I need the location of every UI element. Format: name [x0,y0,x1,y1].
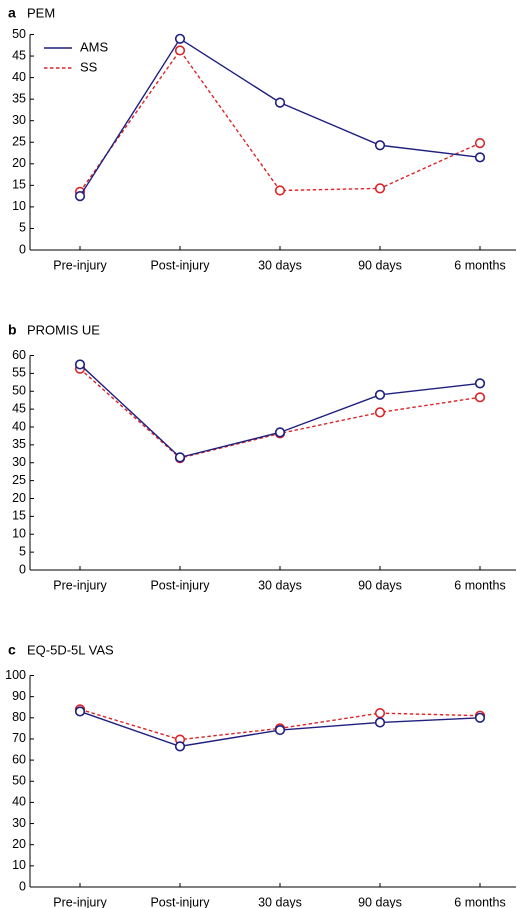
y-tick-label: 10 [12,858,26,872]
y-tick-label: 20 [12,156,26,170]
y-tick-label: 50 [12,774,26,788]
legend: AMS SS [44,39,109,74]
x-tick-label: 6 months [454,578,505,592]
y-tick-label: 30 [12,816,26,830]
y-tick-label: 70 [12,731,26,745]
data-point-ss [374,183,386,194]
data-point-ams [274,427,286,438]
data-point-ss [174,45,186,56]
data-point-ams [374,389,386,400]
x-tick-label: 30 days [258,258,302,272]
data-point-ams [374,140,386,151]
data-point-ams [174,33,186,44]
y-tick-label: 15 [12,509,26,523]
series-ss [74,363,486,464]
panel-letter: a [8,5,16,21]
data-point-ams [174,452,186,463]
y-tick-label: 10 [12,199,26,213]
y-tick-label: 90 [12,689,26,703]
y-tick-label: 0 [19,562,26,576]
data-point-ams [274,97,286,108]
panel-letter: b [8,322,17,338]
series-ams [74,359,486,463]
y-tick-label: 20 [12,491,26,505]
y-tick-label: 35 [12,91,26,105]
y-tick-label: 60 [12,752,26,766]
y-tick-label: 55 [12,366,26,380]
y-tick-label: 30 [12,113,26,127]
data-point-ss [374,708,386,719]
series-ss [74,45,486,197]
y-tick-label: 45 [12,401,26,415]
x-tick-label: Post-injury [150,258,210,272]
series-ss [74,704,486,745]
y-tick-label: 80 [12,710,26,724]
panel-letter: c [8,642,16,658]
x-tick-label: Post-injury [150,895,210,908]
data-point-ss [274,185,286,196]
y-tick-label: 50 [12,384,26,398]
chart-panel-c: c EQ-5D-5L VAS 0 10 20 30 40 50 60 70 80 90 100 Pre-i… [5,642,516,908]
y-tick-label: 0 [19,242,26,256]
y-tick-label: 5 [19,221,26,235]
data-point-ams [274,724,286,736]
series-line-ams [79,363,481,459]
y-tick-label: 40 [12,419,26,433]
y-tick-label: 45 [12,48,26,62]
data-point-ams [474,712,486,723]
x-tick-label: Pre-injury [53,258,107,272]
chart-title: PROMIS UE [27,322,100,337]
y-tick-label: 0 [19,879,26,893]
series-line-ams [79,37,481,197]
y-tick-label: 25 [12,473,26,487]
y-tick-label: 25 [12,135,26,149]
data-point-ams [74,191,86,202]
x-tick-label: 90 days [358,258,402,272]
chart-panel-a: a PEM 0 5 10 15 20 25 30 35 40 45 50 Pre-injury Post-i… [8,5,516,272]
y-tick-label: 40 [12,795,26,809]
x-tick-label: 30 days [258,895,302,908]
y-tick-label: 5 [19,544,26,558]
data-point-ams [374,717,386,728]
data-point-ams [474,378,486,389]
y-tick-label: 100 [5,668,26,682]
series-line-ss [79,368,481,459]
data-point-ss [474,392,486,403]
x-tick-label: 90 days [358,578,402,592]
y-tick-label: 15 [12,178,26,192]
x-tick-label: Post-injury [150,578,210,592]
y-tick-label: 35 [12,437,26,451]
y-tick-label: 10 [12,527,26,541]
series-line-ss [79,49,481,193]
x-tick-label: 6 months [454,258,505,272]
x-tick-label: 30 days [258,578,302,592]
y-tick-label: 50 [12,27,26,41]
data-point-ams [74,359,86,370]
chart-title: PEM [27,5,55,20]
y-tick-label: 40 [12,70,26,84]
chart-title: EQ-5D-5L VAS [27,642,114,657]
series-ams [74,706,486,752]
y-tick-label: 20 [12,837,26,851]
x-tick-label: 6 months [454,895,505,908]
x-tick-label: 90 days [358,895,402,908]
y-tick-label: 30 [12,455,26,469]
legend-label-ss: SS [80,59,98,74]
chart-panel-b: b PROMIS UE 0 5 10 15 20 25 30 35 40 45 50 55 60 Pre-in… [8,322,516,592]
x-tick-label: Pre-injury [53,578,107,592]
legend-label-ams: AMS [80,39,109,54]
y-tick-label: 60 [12,348,26,362]
data-point-ams [174,741,186,752]
data-point-ss [474,138,486,149]
series-ams [74,33,486,202]
data-point-ss [374,407,386,418]
x-tick-label: Pre-injury [53,895,107,908]
data-point-ams [74,706,86,717]
data-point-ams [474,152,486,163]
